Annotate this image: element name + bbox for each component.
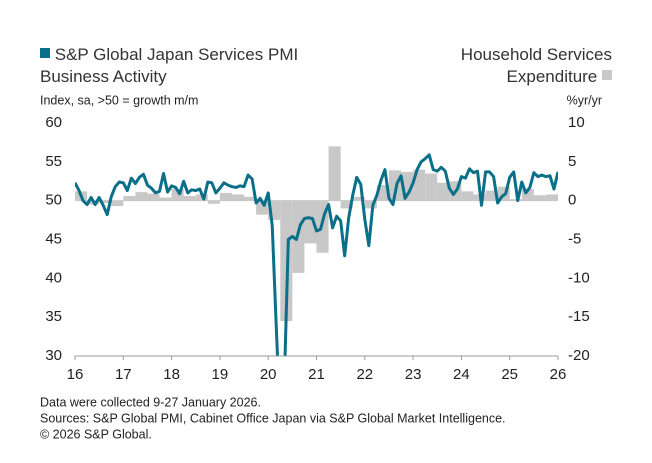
bar xyxy=(364,200,377,209)
x-tick-label: 23 xyxy=(405,366,422,383)
bar xyxy=(328,146,341,201)
x-tick-label: 26 xyxy=(550,366,567,383)
bar xyxy=(244,196,257,201)
bar xyxy=(485,190,498,201)
y2-tick-label: -5 xyxy=(568,230,581,247)
y-tick-label: 40 xyxy=(45,269,62,286)
footnote: © 2026 S&P Global. xyxy=(40,427,152,441)
y-tick-label: 55 xyxy=(45,153,62,170)
x-tick-label: 19 xyxy=(212,366,229,383)
footnote: Data were collected 9-27 January 2026. xyxy=(40,395,261,409)
y-tick-label: 30 xyxy=(45,347,62,364)
bar xyxy=(521,189,534,201)
bar xyxy=(509,199,522,201)
bar xyxy=(135,192,148,201)
y2-tick-label: -10 xyxy=(568,269,590,286)
legend-swatch xyxy=(40,48,50,58)
y2-tick-label: 10 xyxy=(568,114,585,131)
y2-axis-label: %yr/yr xyxy=(567,93,602,107)
bar xyxy=(425,173,438,201)
y-tick-label: 45 xyxy=(45,230,62,247)
legend-label: Household Services Expenditure xyxy=(460,45,612,86)
line xyxy=(75,153,558,356)
bar xyxy=(352,196,365,201)
bar xyxy=(437,182,450,201)
bar xyxy=(461,191,474,201)
legend-item: Household Services Expenditure xyxy=(412,44,612,88)
y2-tick-label: -15 xyxy=(568,308,590,325)
legend-item: S&P Global Japan Services PMI Business A… xyxy=(40,44,330,88)
bar xyxy=(545,194,558,201)
y-tick-label: 60 xyxy=(45,114,62,131)
bar xyxy=(171,189,184,201)
y-tick-label: 50 xyxy=(45,192,62,209)
x-tick-label: 20 xyxy=(260,366,277,383)
bar xyxy=(388,170,402,201)
bar xyxy=(533,195,546,201)
bar xyxy=(231,194,245,201)
bar xyxy=(123,196,136,201)
bar xyxy=(147,193,160,201)
bar xyxy=(183,196,196,201)
y2-tick-label: 5 xyxy=(568,153,576,170)
bar xyxy=(111,200,124,207)
bar xyxy=(159,197,172,201)
x-tick-label: 24 xyxy=(453,366,470,383)
x-tick-label: 18 xyxy=(163,366,180,383)
bar xyxy=(207,200,220,204)
bar xyxy=(99,200,112,203)
footnote: Sources: S&P Global PMI, Cabinet Office … xyxy=(40,411,506,425)
y2-tick-label: 0 xyxy=(568,192,576,209)
y-axis-label: Index, sa, >50 = growth m/m xyxy=(40,93,198,107)
x-tick-label: 25 xyxy=(501,366,518,383)
y-tick-label: 35 xyxy=(45,308,62,325)
bar xyxy=(304,200,317,244)
legend-swatch xyxy=(602,70,612,80)
legend-label: S&P Global Japan Services PMI Business A… xyxy=(40,45,299,86)
bar xyxy=(219,192,232,201)
x-tick-label: 16 xyxy=(67,366,84,383)
x-tick-label: 21 xyxy=(308,366,325,383)
x-tick-label: 17 xyxy=(115,366,132,383)
bar xyxy=(340,200,353,209)
x-tick-label: 22 xyxy=(356,366,373,383)
y2-tick-label: -20 xyxy=(568,347,590,364)
